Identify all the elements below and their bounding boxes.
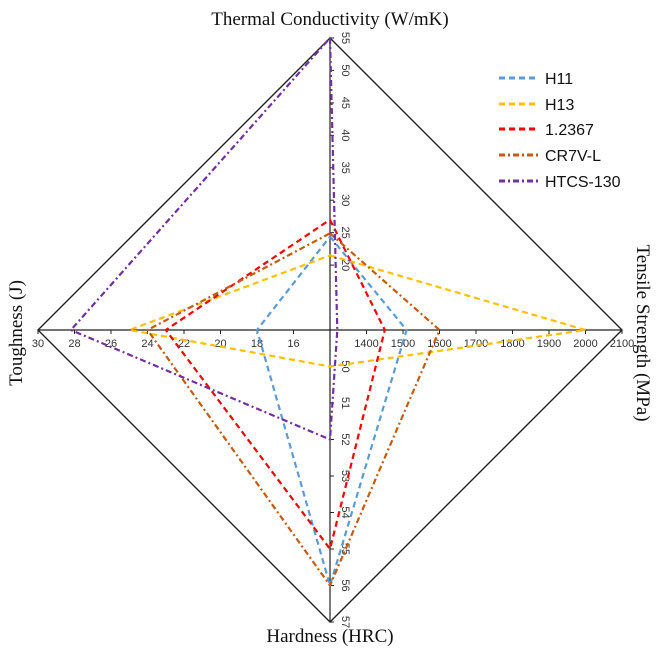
- tick-label-top-55: 55: [339, 32, 351, 44]
- tick-label-bottom-51: 51: [339, 397, 351, 409]
- series-layer: [69, 36, 587, 587]
- legend-label-1-2367: 1.2367: [545, 122, 594, 139]
- series-h13: [128, 254, 587, 368]
- tick-label-top-20: 20: [339, 259, 351, 271]
- legend-item-1-2367: 1.2367: [499, 122, 594, 139]
- tick-label-left-30: 30: [32, 338, 44, 350]
- tick-label-left-22: 22: [178, 338, 190, 350]
- legend-item-cr7v-l: CR7V-L: [499, 148, 601, 165]
- legend-label-htcs-130: HTCS-130: [545, 174, 621, 191]
- tick-label-bottom-50: 50: [339, 360, 351, 372]
- tick-label-right-2100: 2100: [610, 338, 634, 350]
- tick-label-right-2000: 2000: [573, 338, 597, 350]
- chart-frame: [37, 37, 623, 623]
- series-cr7v-l: [146, 232, 441, 587]
- tick-label-bottom-57: 57: [339, 616, 351, 628]
- tick-label-right-1600: 1600: [427, 338, 451, 350]
- tick-label-left-26: 26: [105, 338, 117, 350]
- tick-label-right-1700: 1700: [464, 338, 488, 350]
- tick-label-top-30: 30: [339, 194, 351, 206]
- series-htcs-130: [69, 36, 339, 441]
- axis-title-right: Tensile Strength (MPa): [632, 244, 653, 421]
- tick-label-right-1400: 1400: [354, 338, 378, 350]
- tick-label-bottom-56: 56: [339, 579, 351, 591]
- tick-label-right-1900: 1900: [537, 338, 561, 350]
- tick-label-bottom-54: 54: [339, 506, 351, 518]
- axis-title-bottom: Hardness (HRC): [266, 626, 393, 647]
- tick-label-right-1800: 1800: [500, 338, 524, 350]
- tick-label-left-24: 24: [141, 338, 153, 350]
- tick-label-left-16: 16: [287, 338, 299, 350]
- tick-label-top-40: 40: [339, 129, 351, 141]
- legend: H11 H13 1.2367 CR7V-L HTCS-130: [499, 71, 621, 191]
- tick-label-top-35: 35: [339, 162, 351, 174]
- tick-label-left-28: 28: [68, 338, 80, 350]
- legend-label-h13: H13: [545, 97, 574, 114]
- tick-label-bottom-52: 52: [339, 433, 351, 445]
- tick-label-top-45: 45: [339, 97, 351, 109]
- legend-item-h13: H13: [499, 97, 574, 114]
- axis-title-top: Thermal Conductivity (W/mK): [211, 9, 448, 30]
- legend-label-h11: H11: [545, 71, 573, 88]
- tick-label-top-25: 25: [339, 227, 351, 239]
- legend-item-h11: H11: [499, 71, 573, 88]
- legend-label-cr7v-l: CR7V-L: [545, 148, 601, 165]
- legend-item-htcs-130: HTCS-130: [499, 174, 621, 191]
- axis-title-left: Toughness (J): [6, 280, 27, 386]
- series-1-2367: [164, 218, 386, 551]
- tick-label-top-50: 50: [339, 64, 351, 76]
- series-h11: [255, 235, 408, 587]
